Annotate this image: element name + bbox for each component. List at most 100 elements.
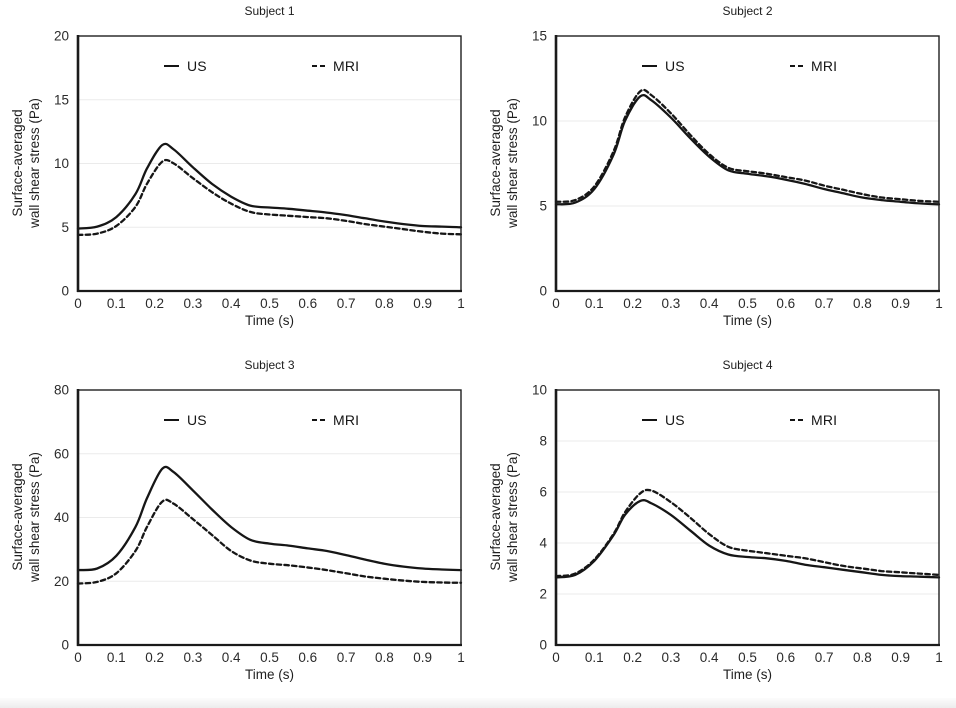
legend-label-us: US [187, 412, 207, 428]
x-tick-label: 0.3 [662, 650, 681, 665]
x-tick-label: 0.1 [107, 650, 126, 665]
y-tick-label: 5 [61, 220, 69, 235]
y-tick-label: 60 [54, 446, 69, 461]
x-tick-label: 0.6 [298, 296, 317, 311]
x-tick-label: 0.9 [413, 650, 432, 665]
legend-label-us: US [187, 58, 207, 74]
y-tick-label: 40 [54, 510, 69, 525]
dashed-line-icon [312, 64, 325, 68]
legend-label-us: US [665, 412, 685, 428]
dashed-line-icon [312, 418, 325, 422]
x-tick-label: 0.9 [891, 650, 910, 665]
x-tick-label: 0 [552, 650, 560, 665]
chart-subject-1: Subject 1 Surface-averaged wall shear st… [0, 0, 478, 354]
legend-item-us: US [164, 58, 207, 74]
x-tick-label: 0.4 [700, 296, 719, 311]
y-tick-label: 6 [539, 485, 547, 500]
chart-subject-3: Subject 3 Surface-averaged wall shear st… [0, 354, 478, 708]
y-tick-label: 10 [54, 156, 69, 171]
x-tick-label: 0.6 [776, 296, 795, 311]
x-tick-label: 0 [74, 296, 82, 311]
y-tick-label: 0 [539, 638, 547, 653]
series-us [554, 499, 941, 579]
chart-title: Subject 3 [244, 358, 295, 372]
series-mri [76, 498, 463, 585]
x-axis-label: Time (s) [245, 313, 294, 328]
legend-label-mri: MRI [333, 58, 360, 74]
x-tick-label: 0.1 [585, 650, 604, 665]
dashed-line-icon [790, 418, 803, 422]
series-mri [76, 158, 463, 237]
x-tick-label: 0.6 [298, 650, 317, 665]
legend-label-us: US [665, 58, 685, 74]
chart-subject-4: Subject 4 Surface-averaged wall shear st… [478, 354, 956, 708]
chart-title: Subject 1 [244, 4, 295, 18]
x-tick-label: 1 [457, 650, 465, 665]
x-tick-label: 0.2 [623, 650, 642, 665]
series-us [554, 93, 941, 206]
y-tick-label: 8 [539, 434, 547, 449]
x-tick-label: 0.2 [145, 650, 164, 665]
x-tick-label: 0.9 [891, 296, 910, 311]
x-tick-label: 1 [935, 296, 943, 311]
x-tick-label: 0.3 [184, 650, 203, 665]
x-tick-label: 0.8 [853, 650, 872, 665]
x-tick-label: 0.4 [222, 296, 241, 311]
solid-line-icon [642, 418, 657, 422]
series-us [76, 142, 463, 230]
plot-area: 0 5 10 15 20 0 0.1 0.2 0.3 0.4 0.5 0.6 0.7 0.8 0.9 1 [54, 29, 465, 312]
plot-area: 0 2 4 6 8 10 0 0.1 0.2 0.3 0.4 0.5 0.6 0.7 0.8 0.9 1 [532, 383, 943, 666]
x-tick-label: 0.1 [107, 296, 126, 311]
x-tick-label: 0.3 [184, 296, 203, 311]
x-tick-label: 0.5 [260, 650, 279, 665]
x-tick-label: 0.5 [738, 650, 757, 665]
x-tick-label: 0.2 [145, 296, 164, 311]
x-tick-label: 0 [74, 650, 82, 665]
x-tick-label: 0.1 [585, 296, 604, 311]
x-tick-label: 0.8 [375, 650, 394, 665]
x-tick-label: 1 [457, 296, 465, 311]
page-bottom-bar [0, 698, 956, 708]
x-tick-label: 0.5 [260, 296, 279, 311]
solid-line-icon [164, 418, 179, 422]
y-tick-label: 2 [539, 587, 547, 602]
x-tick-label: 1 [935, 650, 943, 665]
y-tick-label: 15 [532, 29, 547, 44]
chart-title: Subject 2 [722, 4, 773, 18]
x-tick-label: 0.4 [222, 650, 241, 665]
x-tick-label: 0.8 [375, 296, 394, 311]
x-tick-label: 0 [552, 296, 560, 311]
y-tick-label: 20 [54, 574, 69, 589]
x-tick-label: 0.8 [853, 296, 872, 311]
plot-area: 0 5 10 15 0 0.1 0.2 0.3 0.4 0.5 0.6 0.7 0.8 0.9 1 [532, 29, 943, 312]
plot-frame [555, 389, 940, 646]
x-tick-label: 0.7 [815, 650, 834, 665]
x-tick-label: 0.5 [738, 296, 757, 311]
solid-line-icon [164, 64, 179, 68]
x-tick-label: 0.2 [623, 296, 642, 311]
y-tick-label: 0 [539, 284, 547, 299]
solid-line-icon [642, 64, 657, 68]
legend-item-mri: MRI [790, 412, 837, 428]
plot-area: 0 20 40 60 80 0 0.1 0.2 0.3 0.4 0.5 0.6 0.7 0.8 0.9 1 [54, 383, 465, 666]
x-axis-label: Time (s) [723, 667, 772, 682]
legend-item-mri: MRI [312, 412, 359, 428]
series-mri [554, 88, 941, 203]
x-axis-label: Time (s) [245, 667, 294, 682]
chart-subject-2: Subject 2 Surface-averaged wall shear st… [478, 0, 956, 354]
y-tick-label: 0 [61, 284, 69, 299]
y-tick-label: 10 [532, 114, 547, 129]
x-tick-label: 0.4 [700, 650, 719, 665]
legend-item-us: US [164, 412, 207, 428]
series-us [76, 465, 463, 572]
y-tick-label: 5 [539, 199, 547, 214]
y-tick-label: 0 [61, 638, 69, 653]
y-tick-label: 10 [532, 383, 547, 398]
legend-item-us: US [642, 58, 685, 74]
x-tick-label: 0.3 [662, 296, 681, 311]
legend-item-mri: MRI [312, 58, 359, 74]
legend-item-mri: MRI [790, 58, 837, 74]
chart-title: Subject 4 [722, 358, 773, 372]
